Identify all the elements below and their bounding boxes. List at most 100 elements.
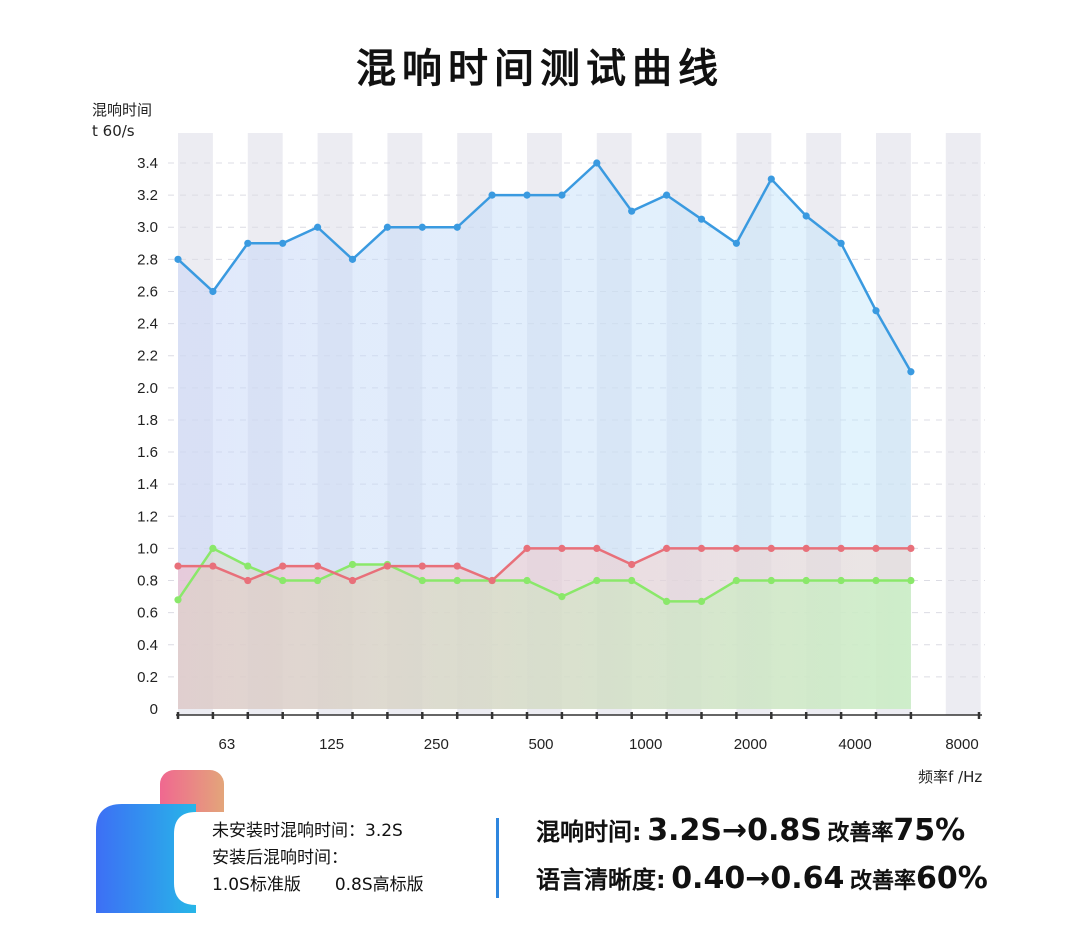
data-point [872, 576, 880, 585]
legend-line-versions: 1.0S标准版 0.8S高标版 [212, 872, 424, 899]
data-point [697, 544, 706, 553]
y-tick-label: 0 [150, 701, 158, 718]
data-point [837, 239, 845, 247]
data-point [174, 255, 182, 263]
y-axis-label: 混响时间 t 60/s [92, 100, 152, 142]
y-tick-labels: 0 0.2 0.4 0.6 0.8 1.0 1.2 1.4 1.6 1.8 2.0 2.2 2.4 2.6… [137, 155, 158, 718]
data-point [663, 597, 671, 606]
data-point [732, 544, 741, 553]
data-point [209, 562, 217, 570]
y-tick-label: 1.0 [137, 540, 158, 557]
data-point [279, 562, 287, 570]
legend-white-card [174, 812, 470, 905]
y-tick-label: 0.2 [137, 669, 158, 686]
data-point [314, 562, 322, 570]
series-line [177, 161, 912, 373]
y-tick-label: 0.4 [137, 637, 158, 654]
data-point [174, 562, 182, 570]
data-point [767, 175, 775, 183]
data-point [907, 368, 915, 376]
data-point [872, 544, 880, 553]
data-point [558, 191, 566, 199]
stat-clarity-label: 语言清晰度: [536, 866, 666, 894]
y-tick-label: 3.2 [137, 187, 158, 204]
stat-reverb: 混响时间: 3.2S→0.8S 改善率75% [536, 812, 965, 848]
y-axis-label-line2: t 60/s [92, 122, 135, 140]
y-axis-label-line1: 混响时间 [92, 101, 153, 119]
series-area [178, 548, 911, 709]
legend-standard-version: 1.0S标准版 [212, 875, 301, 895]
data-point [628, 560, 636, 569]
data-point [558, 544, 566, 553]
data-point [907, 544, 915, 553]
series-line [176, 547, 911, 603]
y-tick-label: 2.4 [137, 316, 158, 333]
data-point [453, 562, 461, 570]
data-point [314, 223, 322, 231]
data-point [593, 159, 601, 167]
data-point [348, 576, 357, 585]
y-tick-label: 1.6 [137, 444, 158, 461]
stat-clarity: 语言清晰度: 0.40→0.64 改善率60% [536, 860, 988, 896]
data-point [523, 576, 531, 585]
x-tick-label: 250 [424, 736, 449, 753]
stat-clarity-rate-label: 改善率 [849, 869, 916, 894]
y-tick-label: 0.6 [137, 605, 158, 622]
data-point [802, 212, 810, 220]
data-point [907, 576, 915, 585]
data-point [628, 207, 636, 215]
data-point [558, 592, 566, 601]
x-tick-label: 2000 [734, 736, 767, 753]
data-point [348, 560, 357, 569]
series-points [174, 159, 915, 606]
y-tick-label: 1.4 [137, 476, 158, 493]
stat-reverb-rate-label: 改善率 [827, 821, 894, 846]
data-point [837, 576, 845, 585]
y-tick-label: 1.8 [137, 412, 158, 429]
data-point [279, 239, 287, 247]
data-point [802, 576, 810, 585]
data-point [244, 239, 252, 247]
data-point [383, 562, 391, 570]
x-tick-label: 1000 [629, 736, 662, 753]
stat-clarity-rate: 60% [915, 861, 988, 896]
y-tick-label: 3.0 [137, 219, 158, 236]
data-point [314, 576, 322, 585]
x-tick-label: 500 [528, 736, 553, 753]
y-tick-label: 3.4 [137, 155, 158, 172]
chart-title: 混响时间测试曲线 [356, 46, 724, 92]
data-point [802, 544, 810, 553]
data-point [418, 576, 426, 585]
y-tick-label: 2.6 [137, 283, 158, 300]
legend-line-after: 安装后混响时间： [212, 848, 348, 868]
data-point [348, 255, 357, 263]
data-point [244, 562, 252, 570]
data-point [488, 576, 496, 585]
x-tick-label: 63 [219, 736, 236, 753]
data-point [453, 223, 461, 231]
stripe [945, 133, 981, 715]
series-areas [178, 163, 911, 709]
x-tick-label: 125 [319, 736, 344, 753]
y-tick-label: 1.2 [137, 508, 158, 525]
data-point [523, 544, 531, 553]
legend-blue-block [96, 804, 196, 913]
stat-reverb-rate: 75% [893, 813, 966, 848]
data-point [663, 544, 671, 553]
x-tick-label: 8000 [945, 736, 978, 753]
stats-divider [496, 818, 499, 898]
x-axis-label: 频率f /Hz [918, 768, 983, 786]
data-point [383, 223, 391, 231]
data-point [523, 191, 531, 199]
data-point [418, 562, 426, 570]
x-tick-labels: 63 125 250 500 1000 2000 4000 8000 [219, 736, 979, 753]
data-point [244, 576, 252, 585]
data-point [767, 576, 775, 585]
legend-premium-version: 0.8S高标版 [334, 875, 424, 895]
data-point [174, 596, 182, 604]
data-point [872, 307, 880, 315]
stat-clarity-value: 0.40→0.64 [671, 861, 845, 896]
data-point [593, 544, 601, 553]
series-lines [176, 161, 912, 603]
